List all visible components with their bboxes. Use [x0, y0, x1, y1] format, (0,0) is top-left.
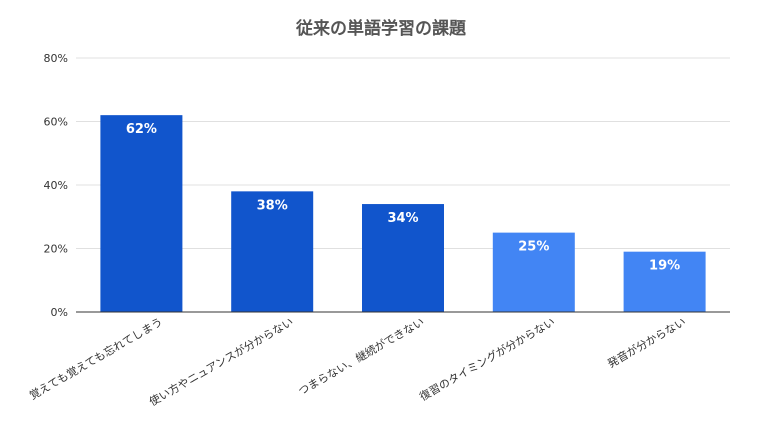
bar-value-label: 25% — [518, 240, 549, 255]
bar — [231, 191, 314, 312]
x-tick-label: 使い方やニュアンスが分からない — [147, 314, 296, 408]
bar — [492, 232, 575, 312]
y-tick-label: 20% — [44, 243, 68, 256]
bar-value-label: 34% — [387, 211, 418, 226]
y-tick-label: 80% — [44, 52, 68, 65]
bar-value-label: 38% — [257, 198, 288, 213]
y-tick-label: 60% — [44, 116, 68, 129]
bar — [362, 204, 444, 312]
chart-title: 従来の単語学習の課題 — [296, 19, 466, 39]
bar — [100, 115, 183, 313]
x-tick-label: 復習のタイミングが分からない — [417, 314, 557, 403]
bar — [623, 251, 706, 312]
x-tick-label: つまらない、継続ができない — [296, 314, 427, 398]
bar-value-label: 19% — [649, 259, 680, 274]
y-tick-label: 0% — [51, 306, 68, 319]
x-tick-label: 発音が分からない — [605, 314, 688, 370]
y-tick-label: 40% — [44, 179, 68, 192]
bar-value-label: 62% — [126, 122, 157, 137]
x-tick-label: 覚えても覚えても忘れてしまう — [27, 314, 165, 402]
